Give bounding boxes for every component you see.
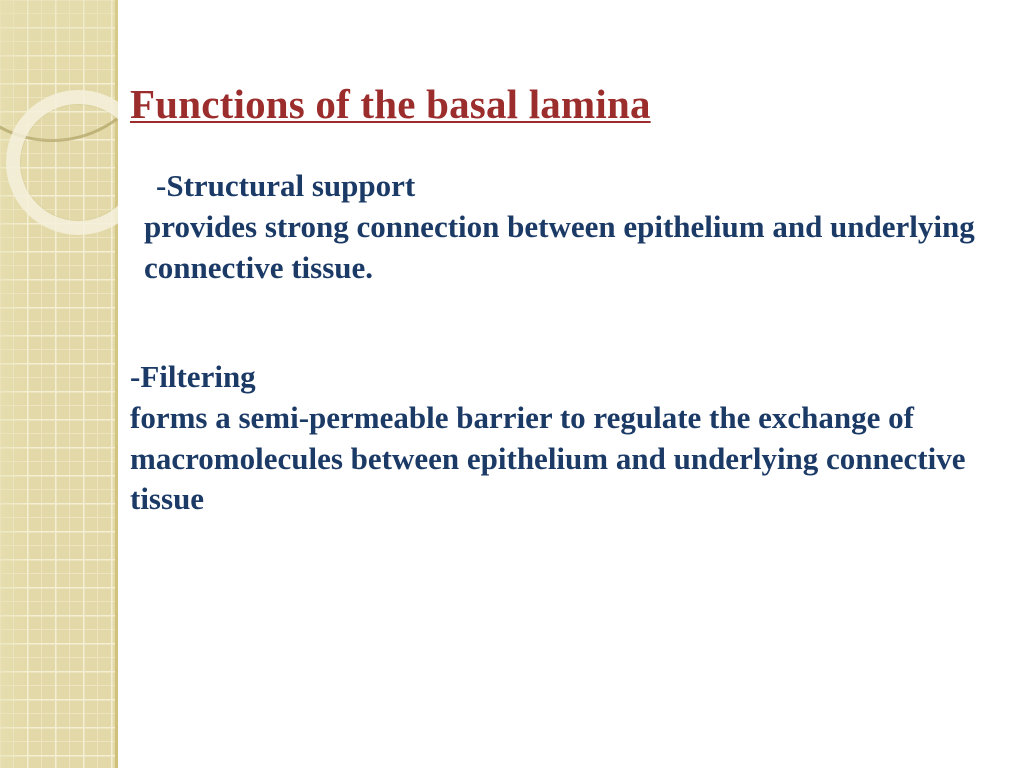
section2-text: forms a semi-permeable barrier to regula… <box>130 400 966 517</box>
decorative-sidebar <box>0 0 118 768</box>
paragraph-gap <box>130 289 1000 357</box>
slide-body: -Structural support provides strong conn… <box>130 166 1000 520</box>
section1-lead: -Structural support <box>144 166 1000 207</box>
slide-content: Functions of the basal lamina -Structura… <box>130 80 1000 520</box>
section2-lead: -Filtering <box>130 357 1000 398</box>
section1-text: provides strong connection between epith… <box>144 209 975 285</box>
slide-title: Functions of the basal lamina <box>130 80 1000 128</box>
section-filtering: -Filtering forms a semi-permeable barrie… <box>130 357 1000 521</box>
section-structural-support: -Structural support provides strong conn… <box>144 166 1000 289</box>
